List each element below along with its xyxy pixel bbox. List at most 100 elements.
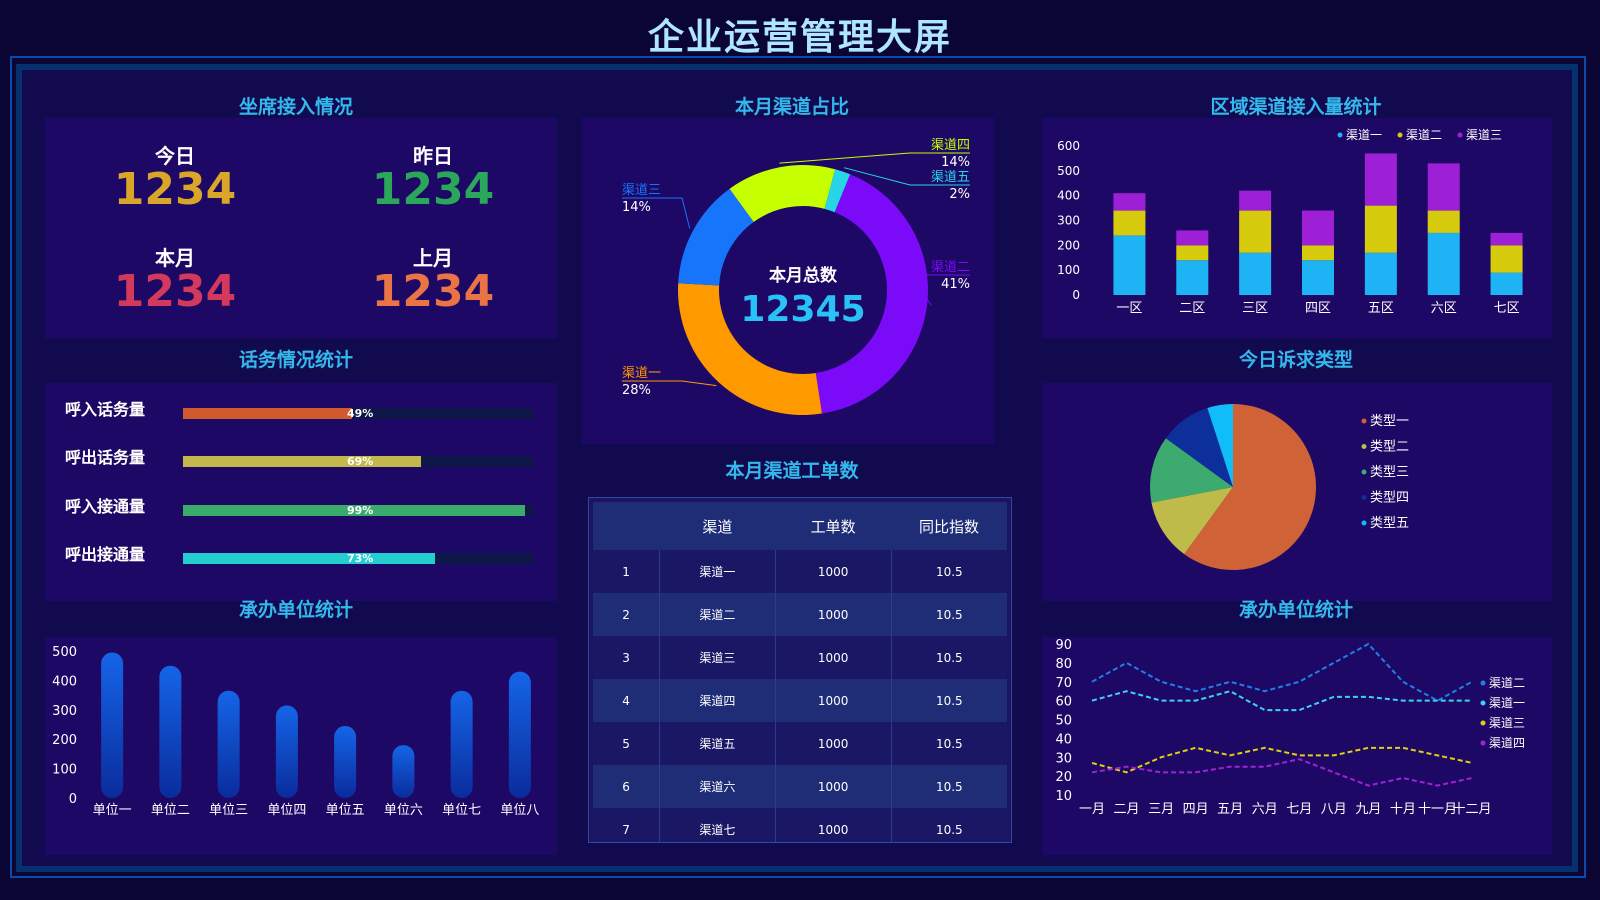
appeal-legend-label: 类型四 <box>1370 491 1409 506</box>
workorder-cell-yoy: 10.5 <box>890 593 1007 636</box>
appeal-pie-slice <box>1150 438 1233 503</box>
traffic-pct-1: 49% <box>347 407 374 420</box>
unit-bar <box>101 652 124 798</box>
workorder-cell-count: 1000 <box>774 636 892 679</box>
workorder-cell-count: 1000 <box>774 808 892 842</box>
workorder-header-row: 渠道 工单数 同比指数 <box>593 502 1007 550</box>
appeal-pie-slice <box>1184 404 1316 570</box>
unit-line-xtick: 十一月 <box>1418 802 1457 817</box>
seat-value-yesterday: 1234 <box>371 164 495 215</box>
donut-slice-pct: 14% <box>622 200 651 215</box>
region-ytick: 0 <box>1072 288 1080 302</box>
traffic-bar-3: 99% <box>183 504 533 517</box>
region-ytick: 300 <box>1057 214 1080 228</box>
region-bar-segment <box>1239 210 1272 253</box>
workorder-cell-index: 2 <box>593 593 660 636</box>
region-ytick: 100 <box>1057 263 1080 277</box>
unit-bar-xtick: 单位六 <box>384 803 423 818</box>
unit-line-ytick: 60 <box>1055 695 1072 710</box>
page-title: 企业运营管理大屏 <box>647 17 952 58</box>
donut-slice <box>678 188 754 286</box>
traffic-pct-3: 99% <box>347 504 374 517</box>
region-bar-segment <box>1176 260 1209 295</box>
region-xtick: 三区 <box>1242 301 1268 316</box>
donut-slice-name: 渠道一 <box>622 366 661 381</box>
traffic-panel: 呼入话务量 49% 呼出话务量 69% 呼入接通量 99% 呼出接通量 73% <box>45 383 557 601</box>
workorder-cell-index: 7 <box>593 808 660 842</box>
traffic-bar-fill-3 <box>183 505 525 516</box>
region-bar-segment <box>1427 210 1460 233</box>
channel-share-panel: 本月总数 12345 渠道四 14% 渠道五 2% 渠道二 41% 渠道一 28% 渠道三 14% <box>582 118 994 444</box>
region-legend-label: 渠道一 <box>1346 128 1382 142</box>
unit-bar-xtick: 单位一 <box>93 803 132 818</box>
unit-line-ytick: 80 <box>1055 657 1072 672</box>
traffic-bar-2: 69% <box>183 455 533 468</box>
unit-line-ytick: 30 <box>1055 751 1072 766</box>
region-bar-segment <box>1239 190 1272 211</box>
unit-line-legend-label: 渠道一 <box>1489 696 1525 710</box>
region-bar-segment <box>1302 210 1334 246</box>
unit-line-legend-marker <box>1480 700 1486 706</box>
unit-line-xtick: 二月 <box>1114 802 1140 817</box>
unit-line-xtick: 十二月 <box>1452 802 1491 817</box>
appeal-legend-marker <box>1361 495 1367 500</box>
donut-slice-name: 渠道四 <box>931 138 970 153</box>
workorder-cell-channel: 渠道一 <box>659 550 776 593</box>
unit-line-series <box>1091 642 1473 702</box>
workorder-cell-yoy: 10.5 <box>890 765 1007 808</box>
unit-bar <box>217 690 240 798</box>
appeal-legend-label: 类型一 <box>1370 414 1409 429</box>
workorder-cell-yoy: 10.5 <box>890 679 1007 722</box>
unit-line-xtick: 十月 <box>1390 802 1416 817</box>
unit-bar-ytick: 100 <box>52 763 77 778</box>
appeal-pie-slice <box>1151 487 1233 555</box>
appeal-pie-slice <box>1207 404 1233 487</box>
unit-line-legend-marker <box>1480 680 1486 686</box>
appeal-legend-label: 类型二 <box>1370 440 1409 455</box>
seat-label-this-month: 本月 <box>155 246 195 270</box>
workorder-row: 5 渠道五 1000 10.5 <box>593 722 1007 765</box>
region-xtick: 七区 <box>1494 301 1520 316</box>
traffic-pct-4: 73% <box>347 552 374 565</box>
region-xtick: 五区 <box>1368 301 1394 316</box>
unit-bar <box>450 690 473 798</box>
region-xtick: 一区 <box>1116 301 1142 316</box>
workorder-cell-channel: 渠道二 <box>659 593 776 636</box>
region-legend-label: 渠道二 <box>1406 128 1442 142</box>
unit-bar <box>508 671 531 798</box>
workorder-cell-count: 1000 <box>774 722 892 765</box>
region-chart: 0 100 200 300 400 500 600 一区 二区 三区 四区 五区 六区 七区 渠道一 渠道二 渠… <box>1057 128 1523 316</box>
unit-bar-xtick: 单位二 <box>151 803 190 818</box>
unit-line-legend-marker <box>1480 740 1486 746</box>
traffic-bar-4: 73% <box>183 552 533 565</box>
seat-value-last-month: 1234 <box>371 266 495 317</box>
region-bar-segment <box>1427 163 1460 211</box>
unit-line-xtick: 八月 <box>1321 802 1347 817</box>
workorder-cell-index: 4 <box>593 679 660 722</box>
traffic-bar-fill-2 <box>183 456 422 467</box>
unit-line-panel: 10 20 30 40 50 60 70 80 90 一月 二月 三月 四月 五月 六月 七月 八月 九月 十月 十一… <box>1042 637 1552 855</box>
unit-bar-ytick: 0 <box>69 792 77 807</box>
donut-center-value: 12345 <box>740 289 865 330</box>
workorder-cell-index: 6 <box>593 765 660 808</box>
donut-center-label: 本月总数 <box>769 265 838 286</box>
region-bar-segment <box>1490 272 1523 295</box>
seat-label-today: 今日 <box>155 144 195 168</box>
donut-leader-line <box>843 167 970 186</box>
workorder-cell-channel: 渠道六 <box>659 765 776 808</box>
region-xtick: 六区 <box>1431 301 1457 316</box>
unit-line-ytick: 10 <box>1055 789 1072 804</box>
unit-line-xtick: 六月 <box>1252 802 1278 817</box>
donut-slice-name: 渠道三 <box>622 183 661 198</box>
region-ytick: 400 <box>1057 189 1080 203</box>
traffic-label-3: 呼入接通量 <box>65 497 146 516</box>
workorder-row: 2 渠道二 1000 10.5 <box>593 593 1007 636</box>
workorder-title: 本月渠道工单数 <box>725 460 859 482</box>
traffic-bar-fill-1 <box>183 408 353 419</box>
donut-slice <box>824 169 851 213</box>
region-bar-segment <box>1113 235 1146 295</box>
donut-slice-pct: 41% <box>941 277 970 292</box>
workorder-cell-yoy: 10.5 <box>890 550 1007 593</box>
seat-label-yesterday: 昨日 <box>413 144 453 168</box>
workorder-cell-count: 1000 <box>774 679 892 722</box>
